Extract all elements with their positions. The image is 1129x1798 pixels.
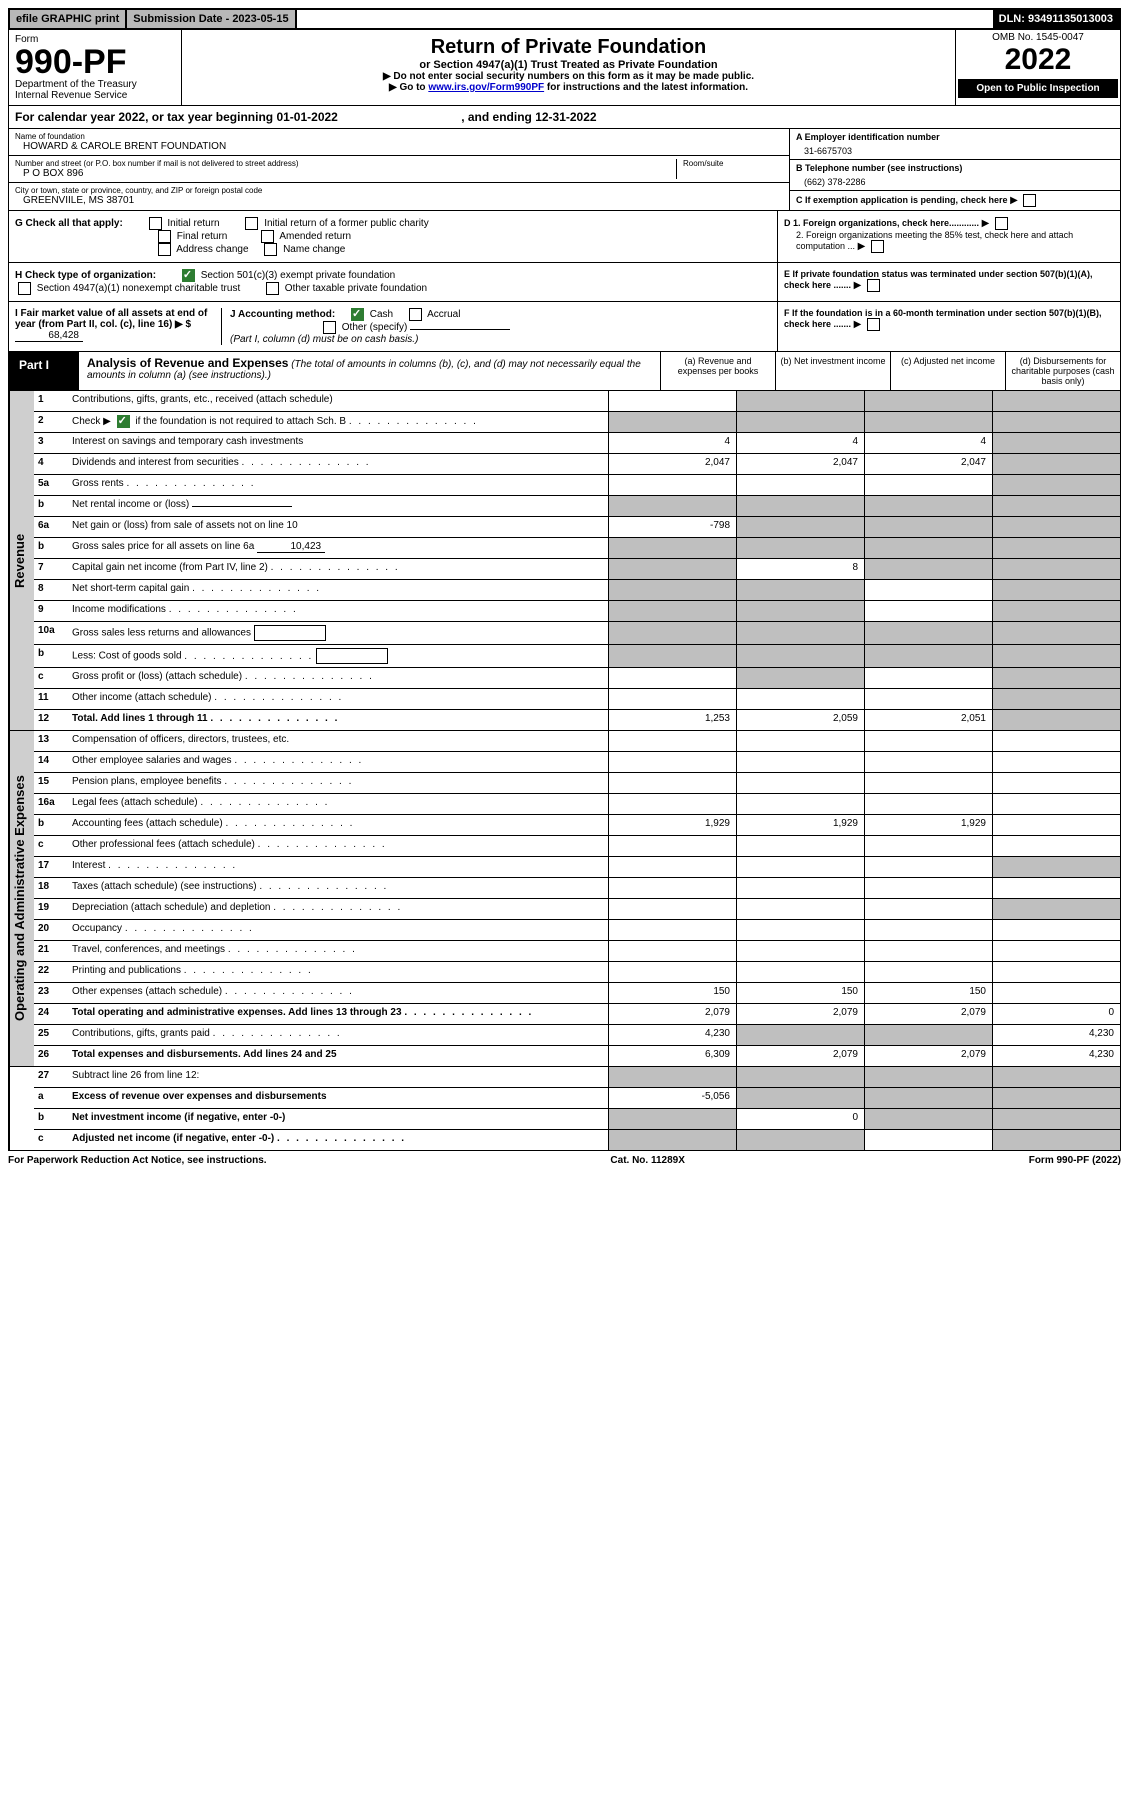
dept-line2: Internal Revenue Service bbox=[15, 90, 175, 101]
footer-right: Form 990-PF (2022) bbox=[1029, 1155, 1121, 1166]
top-bar: efile GRAPHIC print Submission Date - 20… bbox=[8, 8, 1121, 30]
room-label: Room/suite bbox=[683, 159, 783, 168]
j-label: J Accounting method: bbox=[230, 309, 335, 320]
efile-label[interactable]: efile GRAPHIC print bbox=[10, 10, 127, 28]
g-d-row: G Check all that apply: Initial return I… bbox=[8, 211, 1121, 263]
line27-block: 27Subtract line 26 from line 12: aExcess… bbox=[8, 1067, 1121, 1151]
form-title: Return of Private Foundation bbox=[188, 36, 949, 59]
expenses-side-label: Operating and Administrative Expenses bbox=[9, 731, 34, 1066]
tel-label: B Telephone number (see instructions) bbox=[796, 163, 1114, 173]
j-other-checkbox[interactable] bbox=[323, 321, 336, 334]
submission-date: Submission Date - 2023-05-15 bbox=[127, 10, 296, 28]
c-label: C If exemption application is pending, c… bbox=[796, 195, 1008, 205]
i-j-f-row: I Fair market value of all assets at end… bbox=[8, 302, 1121, 352]
i-label: I Fair market value of all assets at end… bbox=[15, 308, 207, 330]
col-a-header: (a) Revenue and expenses per books bbox=[660, 352, 775, 390]
foundation-info-block: Name of foundation HOWARD & CAROLE BRENT… bbox=[8, 129, 1121, 211]
h-4947-checkbox[interactable] bbox=[18, 282, 31, 295]
revenue-table: Revenue 1Contributions, gifts, grants, e… bbox=[8, 391, 1121, 731]
g-amended-checkbox[interactable] bbox=[261, 230, 274, 243]
part1-header: Part I Analysis of Revenue and Expenses … bbox=[8, 352, 1121, 391]
part1-title: Analysis of Revenue and Expenses bbox=[87, 356, 288, 370]
g-address-checkbox[interactable] bbox=[158, 243, 171, 256]
g-name-checkbox[interactable] bbox=[264, 243, 277, 256]
j-cash-checkbox[interactable] bbox=[351, 308, 364, 321]
j-note: (Part I, column (d) must be on cash basi… bbox=[230, 334, 418, 345]
g-initial-checkbox[interactable] bbox=[149, 217, 162, 230]
footer-mid: Cat. No. 11289X bbox=[610, 1155, 684, 1166]
col-d-header: (d) Disbursements for charitable purpose… bbox=[1005, 352, 1120, 390]
col-b-header: (b) Net investment income bbox=[775, 352, 890, 390]
calendar-year-row: For calendar year 2022, or tax year begi… bbox=[8, 106, 1121, 129]
g-initial-former-checkbox[interactable] bbox=[245, 217, 258, 230]
h-501c3-checkbox[interactable] bbox=[182, 269, 195, 282]
dln-label: DLN: 93491135013003 bbox=[993, 10, 1119, 28]
d1-checkbox[interactable] bbox=[995, 217, 1008, 230]
j-accrual-checkbox[interactable] bbox=[409, 308, 422, 321]
h-e-row: H Check type of organization: Section 50… bbox=[8, 263, 1121, 302]
form-number: 990-PF bbox=[15, 45, 175, 79]
h-other-checkbox[interactable] bbox=[266, 282, 279, 295]
form-subtitle: or Section 4947(a)(1) Trust Treated as P… bbox=[188, 59, 949, 71]
footer-left: For Paperwork Reduction Act Notice, see … bbox=[8, 1155, 267, 1166]
name-label: Name of foundation bbox=[15, 132, 783, 141]
f-checkbox[interactable] bbox=[867, 318, 880, 331]
dept-line1: Department of the Treasury bbox=[15, 79, 175, 90]
i-value: 68,428 bbox=[15, 330, 83, 342]
irs-link[interactable]: www.irs.gov/Form990PF bbox=[428, 82, 544, 93]
form-note2: ▶ Go to www.irs.gov/Form990PF for instru… bbox=[188, 82, 949, 93]
city-value: GREENVIILE, MS 38701 bbox=[15, 195, 783, 206]
h-label: H Check type of organization: bbox=[15, 270, 156, 281]
g-label: G Check all that apply: bbox=[15, 218, 123, 229]
expenses-table: Operating and Administrative Expenses 13… bbox=[8, 731, 1121, 1067]
form-header: Form 990-PF Department of the Treasury I… bbox=[8, 30, 1121, 106]
d2-checkbox[interactable] bbox=[871, 240, 884, 253]
form-note1: ▶ Do not enter social security numbers o… bbox=[188, 71, 949, 82]
r2-checkbox[interactable] bbox=[117, 415, 130, 428]
city-label: City or town, state or province, country… bbox=[15, 186, 783, 195]
ein-value: 31-6675703 bbox=[796, 142, 1114, 156]
tel-value: (662) 378-2286 bbox=[796, 173, 1114, 187]
tax-year: 2022 bbox=[958, 43, 1118, 77]
col-c-header: (c) Adjusted net income bbox=[890, 352, 1005, 390]
revenue-side-label: Revenue bbox=[9, 391, 34, 730]
c-checkbox[interactable] bbox=[1023, 194, 1036, 207]
page-footer: For Paperwork Reduction Act Notice, see … bbox=[8, 1151, 1121, 1170]
addr-value: P O BOX 896 bbox=[15, 168, 676, 179]
e-checkbox[interactable] bbox=[867, 279, 880, 292]
foundation-name: HOWARD & CAROLE BRENT FOUNDATION bbox=[15, 141, 783, 152]
addr-label: Number and street (or P.O. box number if… bbox=[15, 159, 676, 168]
g-final-checkbox[interactable] bbox=[158, 230, 171, 243]
ein-label: A Employer identification number bbox=[796, 132, 1114, 142]
part1-label: Part I bbox=[9, 352, 79, 390]
open-public-badge: Open to Public Inspection bbox=[958, 79, 1118, 98]
omb-no: OMB No. 1545-0047 bbox=[958, 32, 1118, 43]
